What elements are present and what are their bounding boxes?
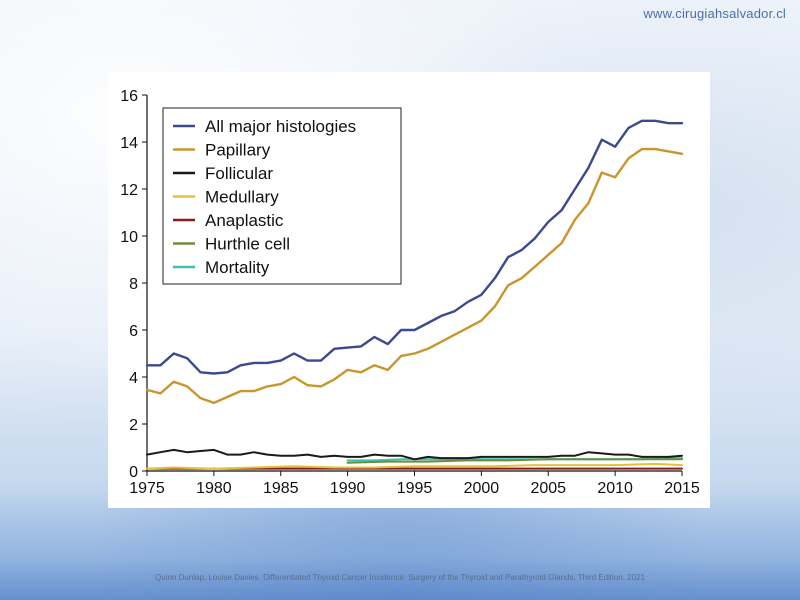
y-tick-label-6: 6 — [129, 323, 138, 340]
x-tick-label-1985: 1985 — [263, 480, 299, 497]
citation-caption: Quinn Dunlap, Louise Davies. Differentia… — [155, 573, 645, 582]
footer-wave — [0, 490, 800, 600]
legend-label-medullary: Medullary — [205, 188, 279, 207]
legend-label-hurthle-cell: Hurthle cell — [205, 235, 290, 254]
y-tick-label-4: 4 — [129, 370, 138, 387]
y-tick-label-8: 8 — [129, 276, 138, 293]
line-chart: 0 2 4 6 8 10 12 14 16 1975 1980 1985 1990 1995 2000 200… — [120, 88, 700, 497]
x-tick-label-1975: 1975 — [129, 480, 165, 497]
x-tick-label-2005: 2005 — [530, 480, 566, 497]
x-tick-label-2000: 2000 — [464, 480, 500, 497]
legend-label-all-major-histologies: All major histologies — [205, 117, 356, 136]
x-tick-label-1980: 1980 — [196, 480, 232, 497]
series-line-follicular — [146, 448, 683, 461]
series-line-hurthle-cell — [346, 458, 683, 464]
series-line-medullary — [146, 462, 683, 470]
x-tick-label-1990: 1990 — [330, 480, 366, 497]
chart-panel: 0 2 4 6 8 10 12 14 16 1975 1980 1985 1990 1995 2000 200… — [108, 72, 710, 508]
legend-label-follicular: Follicular — [205, 164, 273, 183]
y-tick-label-0: 0 — [129, 464, 138, 481]
legend-box — [162, 107, 402, 285]
legend-label-papillary: Papillary — [205, 141, 271, 160]
x-tick-label-1995: 1995 — [397, 480, 433, 497]
y-tick-label-10: 10 — [120, 229, 138, 246]
y-tick-label-2: 2 — [129, 417, 138, 434]
series-line-papillary — [145, 147, 684, 405]
legend-label-anaplastic: Anaplastic — [205, 211, 284, 230]
y-tick-label-14: 14 — [120, 135, 138, 152]
x-tick-label-2010: 2010 — [597, 480, 633, 497]
series-line-all-major-histologies — [145, 119, 684, 375]
site-url[interactable]: www.cirugiahsalvador.cl — [643, 6, 786, 21]
x-tick-label-2015: 2015 — [664, 480, 700, 497]
y-tick-label-12: 12 — [120, 182, 138, 199]
legend-label-mortality: Mortality — [205, 258, 270, 277]
y-tick-label-16: 16 — [120, 88, 138, 105]
